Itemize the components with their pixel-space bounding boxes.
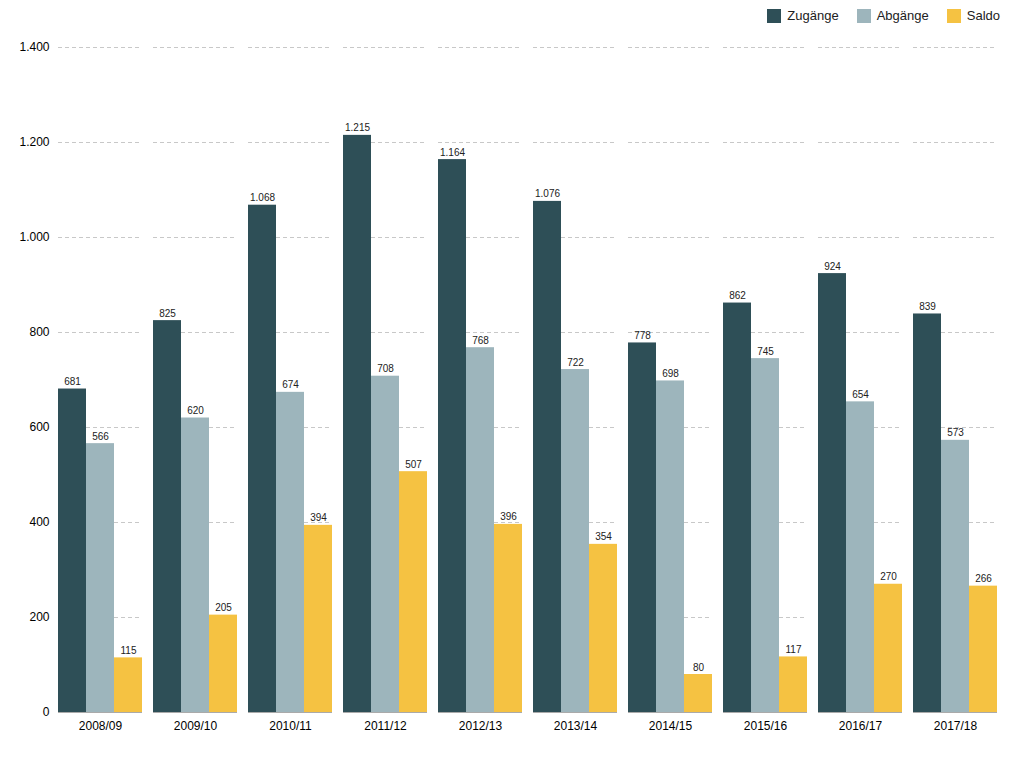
svg-text:400: 400: [29, 515, 49, 529]
svg-text:2009/10: 2009/10: [174, 719, 218, 733]
svg-text:800: 800: [29, 325, 49, 339]
svg-text:2013/14: 2013/14: [554, 719, 598, 733]
svg-text:778: 778: [634, 330, 651, 341]
svg-text:722: 722: [567, 357, 584, 368]
svg-text:200: 200: [29, 610, 49, 624]
svg-text:205: 205: [215, 602, 232, 613]
svg-text:266: 266: [975, 573, 992, 584]
svg-text:1.164: 1.164: [440, 147, 465, 158]
svg-text:1.000: 1.000: [19, 230, 49, 244]
html-text:Abgänge: Abgänge: [876, 8, 929, 23]
svg-text:566: 566: [92, 431, 109, 442]
svg-text:2012/13: 2012/13: [459, 719, 503, 733]
svg-text:2017/18: 2017/18: [934, 719, 978, 733]
svg-text:674: 674: [282, 379, 299, 390]
svg-text:1.068: 1.068: [250, 192, 275, 203]
svg-text:862: 862: [729, 290, 746, 301]
svg-text:117: 117: [786, 644, 802, 655]
svg-text:0: 0: [43, 705, 50, 719]
svg-text:2011/12: 2011/12: [364, 719, 407, 733]
svg-text:600: 600: [29, 420, 49, 434]
svg-text:2010/11: 2010/11: [269, 719, 312, 733]
svg-text:270: 270: [880, 571, 897, 582]
svg-text:620: 620: [187, 405, 204, 416]
svg-text:2008/09: 2008/09: [79, 719, 123, 733]
svg-text:507: 507: [405, 459, 422, 470]
html-text:Saldo: Saldo: [966, 8, 1000, 23]
svg-text:396: 396: [500, 511, 517, 522]
svg-text:115: 115: [121, 645, 137, 656]
html-text:Zugänge: Zugänge: [787, 8, 839, 23]
svg-text:2015/16: 2015/16: [744, 719, 788, 733]
svg-text:698: 698: [662, 368, 679, 379]
svg-text:768: 768: [472, 335, 489, 346]
svg-text:1.200: 1.200: [19, 135, 49, 149]
svg-text:924: 924: [824, 261, 841, 272]
svg-text:573: 573: [947, 427, 964, 438]
svg-text:1.076: 1.076: [535, 188, 560, 199]
svg-text:681: 681: [64, 376, 81, 387]
svg-text:394: 394: [310, 512, 327, 523]
svg-text:745: 745: [757, 346, 774, 357]
svg-text:1.400: 1.400: [19, 40, 49, 54]
svg-text:354: 354: [595, 531, 612, 542]
svg-text:1.215: 1.215: [345, 122, 370, 133]
svg-text:654: 654: [852, 389, 869, 400]
svg-text:80: 80: [693, 662, 705, 673]
svg-text:708: 708: [377, 363, 394, 374]
svg-text:2014/15: 2014/15: [649, 719, 693, 733]
svg-text:839: 839: [919, 301, 936, 312]
svg-text:2016/17: 2016/17: [839, 719, 883, 733]
svg-text:825: 825: [159, 308, 176, 319]
